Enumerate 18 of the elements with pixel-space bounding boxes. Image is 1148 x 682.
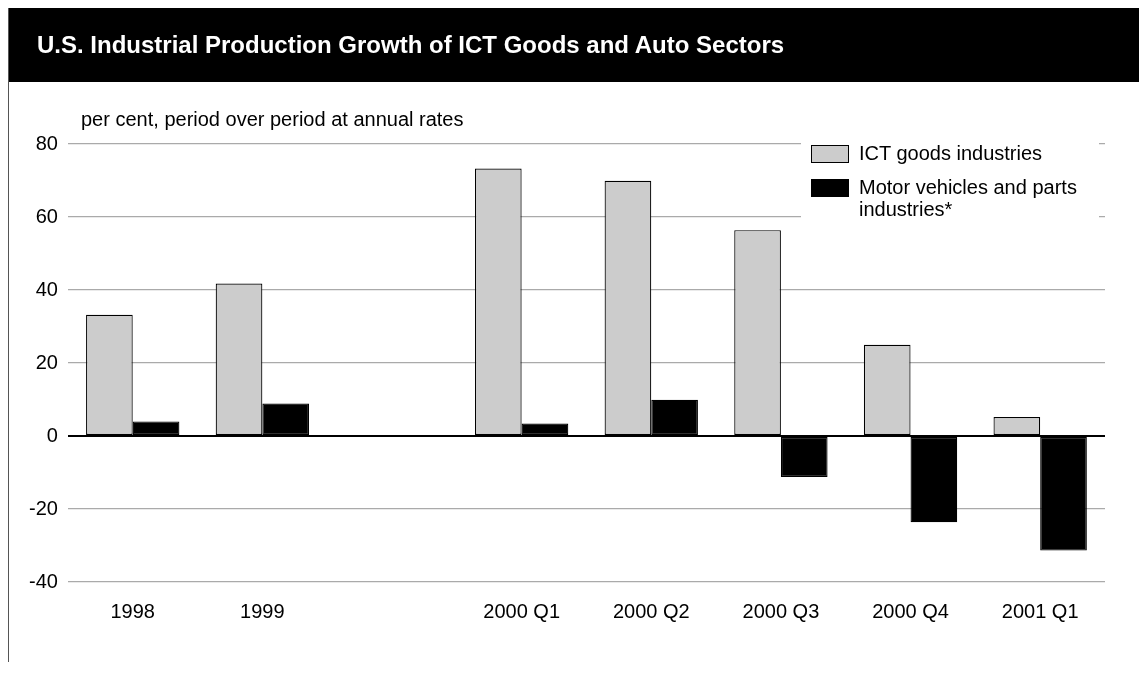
y-tick-label: 80 (35, 131, 58, 154)
x-tick-label: 2000 Q3 (742, 599, 820, 622)
x-tick-label: 1999 (240, 599, 285, 622)
x-tick-label: 1998 (110, 599, 155, 622)
legend-label: ICT goods industries (859, 142, 1043, 164)
x-tick-label: 2000 Q2 (612, 599, 690, 622)
y-tick-label: 60 (35, 204, 58, 227)
x-tick-label: 2000 Q4 (872, 599, 949, 622)
y-tick-label: 0 (46, 423, 58, 446)
legend-label: Motor vehicles and parts industries* (859, 176, 1078, 220)
y-tick-label: -40 (29, 569, 58, 592)
chart-title: U.S. Industrial Production Growth of ICT Goods and Auto Sectors (9, 8, 1139, 82)
y-tick-label: 20 (35, 350, 58, 373)
y-tick-label: -20 (29, 496, 58, 519)
y-axis-title: per cent, period over period at annual rates (81, 107, 464, 130)
x-tick-label: 2000 Q1 (483, 599, 560, 622)
x-tick-label: 2001 Q1 (1001, 599, 1079, 622)
y-tick-label: 40 (35, 277, 58, 300)
